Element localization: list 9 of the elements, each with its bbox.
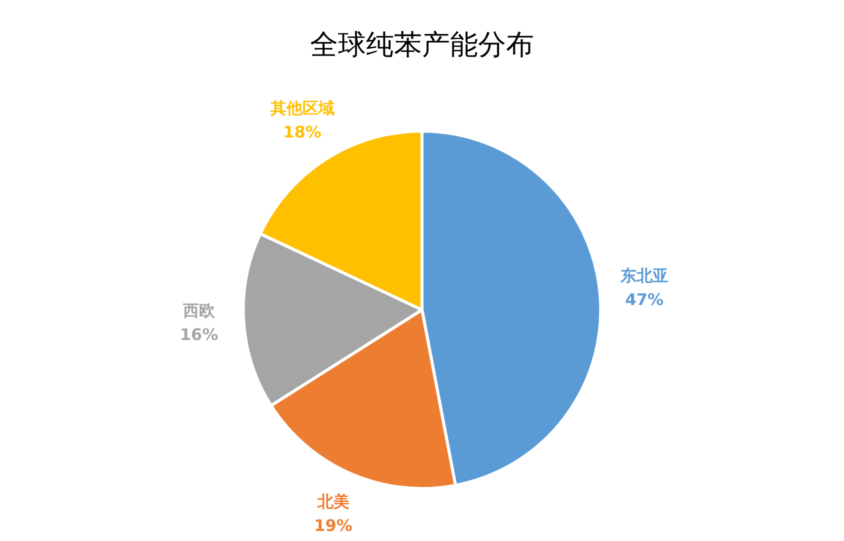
data-label: 47% (625, 290, 664, 309)
chart-title: 全球纯苯产能分布 (310, 28, 534, 62)
data-label: 16% (180, 324, 218, 344)
slice-label: 西欧 (182, 300, 216, 320)
slice-label: 北美 (316, 492, 350, 511)
data-label: 19% (314, 516, 352, 535)
data-label: 18% (283, 122, 322, 142)
slice-label: 其他区域 (269, 98, 334, 118)
slice-label: 东北亚 (619, 266, 668, 285)
